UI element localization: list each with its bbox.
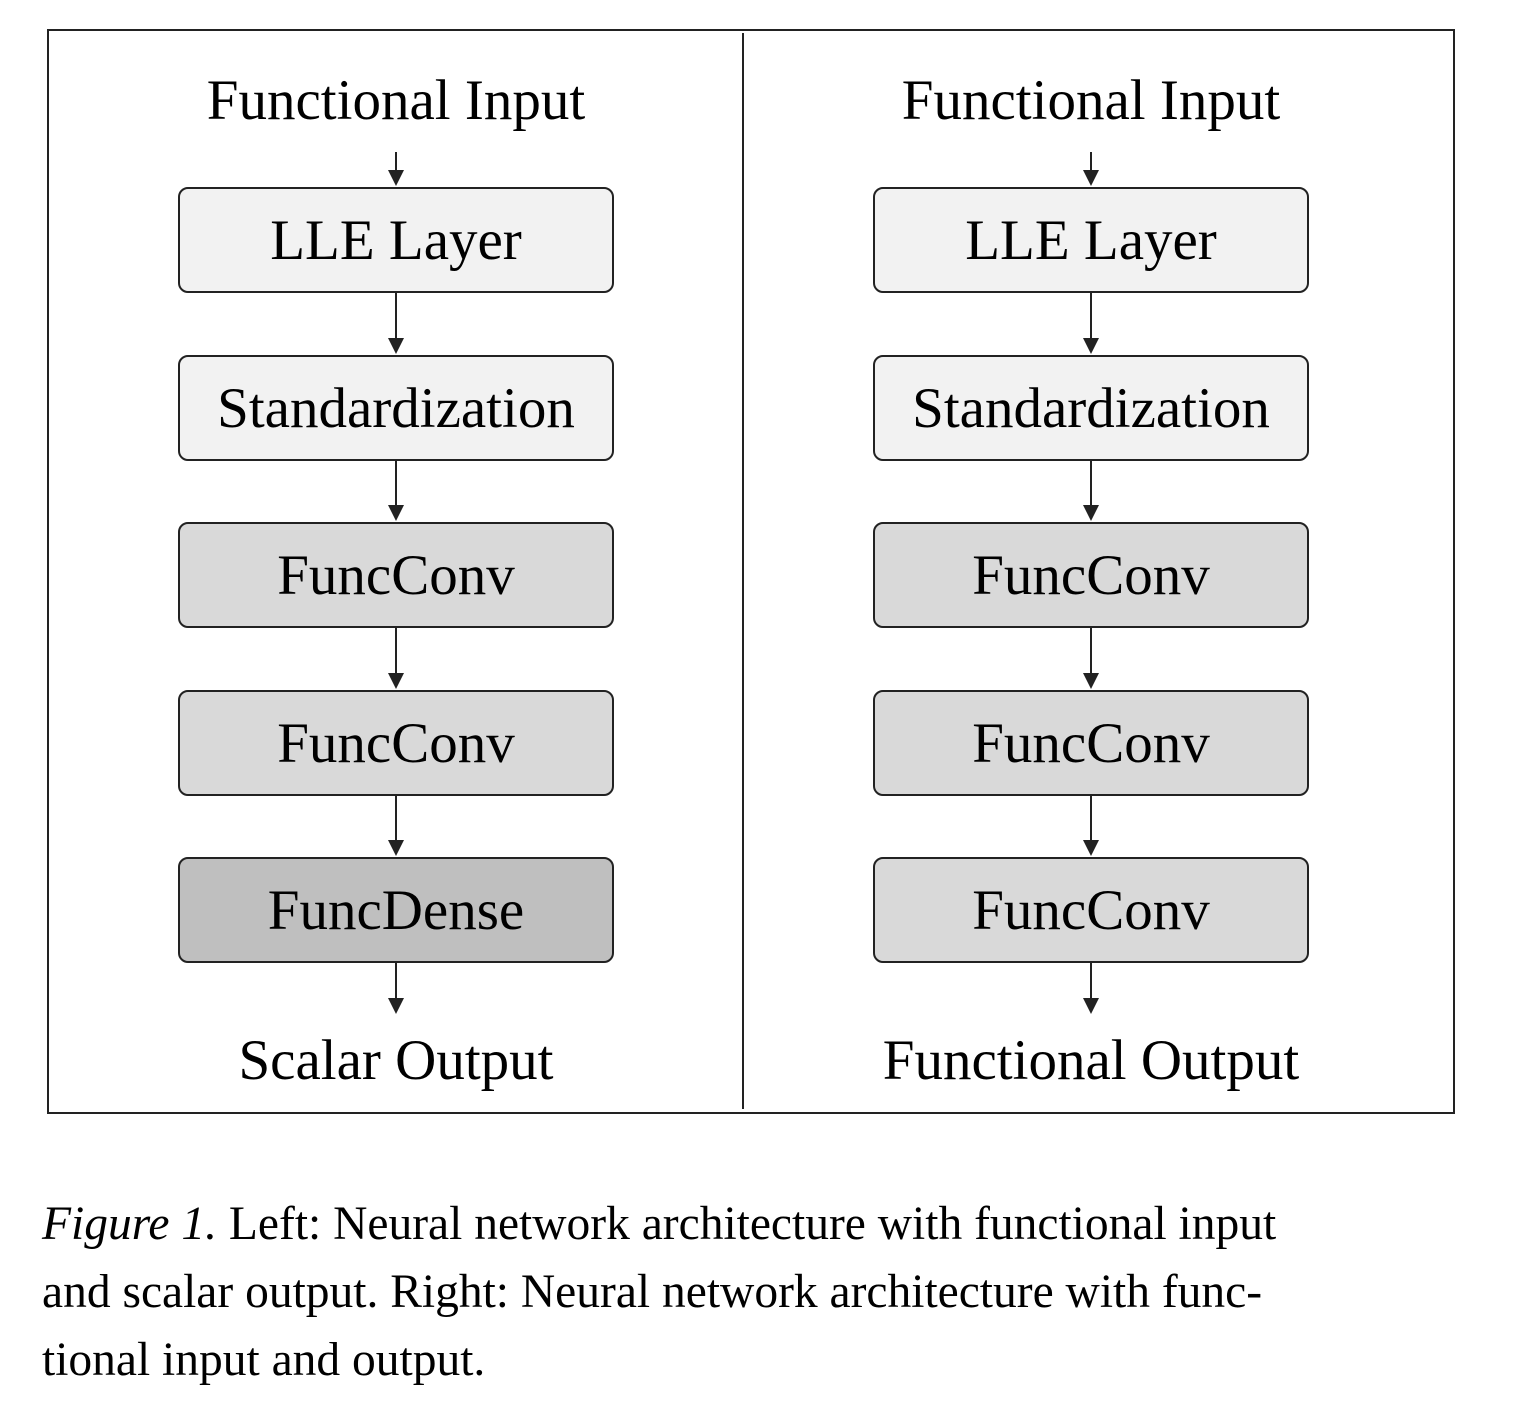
caption-text-1: Left: Neural network architecture with f… bbox=[217, 1198, 1277, 1250]
arrow-icon bbox=[1081, 460, 1101, 521]
right-architecture: Functional Input LLE Layer Standardizati… bbox=[873, 0, 1309, 1110]
right-layer-funcconv-2: FuncConv bbox=[873, 690, 1309, 796]
right-output-label: Functional Output bbox=[882, 1029, 1300, 1092]
figure-frame bbox=[47, 29, 1455, 1114]
caption-label: Figure 1. bbox=[42, 1198, 218, 1250]
left-input-label: Functional Input bbox=[206, 69, 586, 132]
figure-caption: Figure 1. Left: Neural network architect… bbox=[42, 1190, 1482, 1394]
arrow-icon bbox=[1081, 152, 1101, 186]
arrow-icon bbox=[1081, 795, 1101, 856]
arrow-icon bbox=[1081, 292, 1101, 354]
arrow-icon bbox=[1081, 962, 1101, 1014]
left-output-label: Scalar Output bbox=[238, 1029, 554, 1092]
right-input-label: Functional Input bbox=[901, 69, 1281, 132]
caption-line-1: Figure 1. Left: Neural network architect… bbox=[42, 1190, 1482, 1258]
arrow-icon bbox=[386, 795, 406, 856]
right-layer-standardization: Standardization bbox=[873, 355, 1309, 461]
right-layer-funcconv-1: FuncConv bbox=[873, 522, 1309, 628]
caption-line-2: and scalar output. Right: Neural network… bbox=[42, 1266, 1263, 1318]
arrow-icon bbox=[386, 292, 406, 354]
arrow-icon bbox=[386, 152, 406, 186]
left-layer-funcconv-2: FuncConv bbox=[178, 690, 614, 796]
caption-line-3: tional input and output. bbox=[42, 1334, 486, 1386]
arrow-icon bbox=[1081, 627, 1101, 689]
arrow-icon bbox=[386, 962, 406, 1014]
panel-divider bbox=[742, 33, 744, 1109]
right-layer-lle: LLE Layer bbox=[873, 187, 1309, 293]
left-layer-standardization: Standardization bbox=[178, 355, 614, 461]
left-layer-funcdense: FuncDense bbox=[178, 857, 614, 963]
right-layer-funcconv-3: FuncConv bbox=[873, 857, 1309, 963]
left-layer-lle: LLE Layer bbox=[178, 187, 614, 293]
arrow-icon bbox=[386, 460, 406, 521]
left-layer-funcconv-1: FuncConv bbox=[178, 522, 614, 628]
arrow-icon bbox=[386, 627, 406, 689]
left-architecture: Functional Input LLE Layer Standardizati… bbox=[178, 0, 614, 1110]
